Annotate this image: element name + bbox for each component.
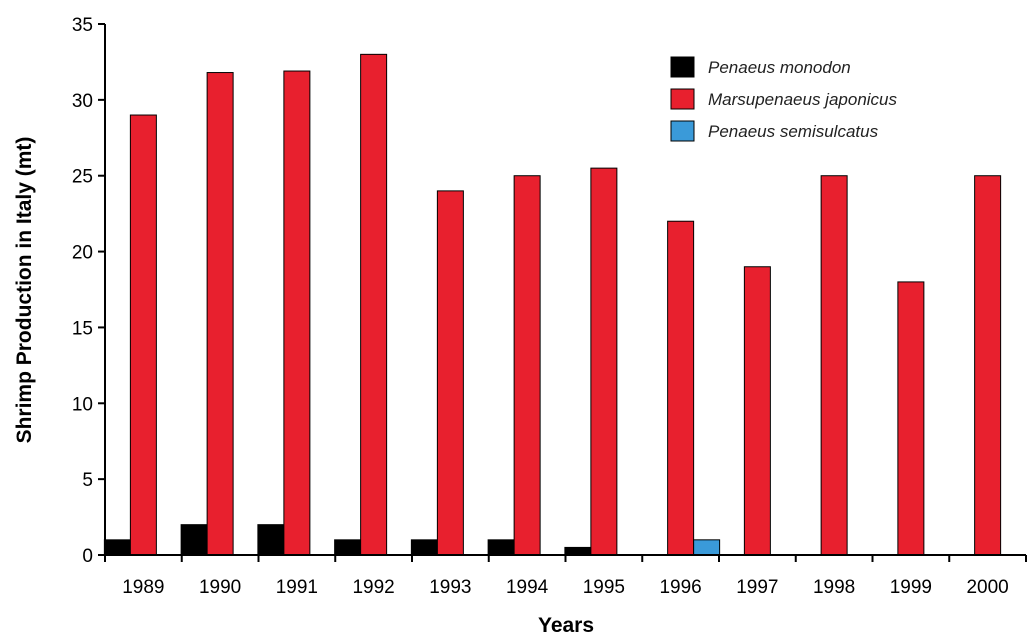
bar-penaeus-monodon-1992: [334, 539, 362, 556]
x-tick-label: 1998: [813, 577, 855, 598]
bar-marsupenaeus-japonicus-1992: [360, 53, 388, 556]
bar-marsupenaeus-japonicus-2000: [974, 175, 1002, 556]
y-ticks-group: 0 5 10 15 20 25 30 35: [72, 15, 105, 567]
x-tick-label: 1996: [659, 577, 701, 598]
x-tick-label: 1992: [352, 577, 394, 598]
y-tick-label: 35: [72, 15, 93, 36]
x-tick-label: 1995: [583, 577, 625, 598]
x-tick-label: 1997: [736, 577, 778, 598]
x-tick-label: 1994: [506, 577, 549, 598]
bars-group: [103, 53, 1002, 556]
y-tick-label: 5: [82, 470, 93, 491]
bar-penaeus-monodon-1993: [410, 539, 438, 556]
bar-marsupenaeus-japonicus-1993: [436, 190, 464, 556]
legend: Penaeus monodon Marsupenaeus japonicus Pen…: [670, 56, 898, 142]
bar-penaeus-monodon-1989: [103, 539, 131, 556]
y-tick-label: 20: [72, 243, 93, 264]
x-ticks-group: 1989 1990 1991 1992 1993 1994 1995 1996 1997 1998…: [104, 555, 1027, 598]
bar-marsupenaeus-japonicus-1990: [206, 72, 234, 556]
bar-marsupenaeus-japonicus-1994: [513, 175, 541, 556]
bar-marsupenaeus-japonicus-1996: [667, 220, 695, 556]
x-tick-label: 1999: [890, 577, 932, 598]
legend-label: Marsupenaeus japonicus: [708, 90, 898, 109]
legend-label: Penaeus semisulcatus: [708, 122, 879, 141]
y-axis-title: Shrimp Production in Italy (mt): [13, 137, 36, 444]
bar-marsupenaeus-japonicus-1998: [820, 175, 848, 556]
y-tick-label: 30: [72, 91, 93, 112]
bar-marsupenaeus-japonicus-1991: [283, 70, 311, 556]
bar-penaeus-semisulcatus-1996: [693, 539, 721, 556]
x-tick-label: 1991: [276, 577, 318, 598]
x-axis-title: Years: [538, 614, 594, 637]
legend-swatch: [670, 56, 695, 78]
x-tick-label: 1993: [429, 577, 471, 598]
bar-marsupenaeus-japonicus-1999: [897, 281, 925, 556]
bar-penaeus-monodon-1990: [180, 524, 208, 556]
bar-penaeus-monodon-1994: [487, 539, 515, 556]
y-tick-label: 15: [72, 318, 93, 339]
y-tick-label: 25: [72, 167, 93, 188]
x-tick-label: 1989: [122, 577, 164, 598]
y-tick-label: 10: [72, 394, 93, 415]
legend-swatch: [670, 88, 695, 110]
bar-penaeus-monodon-1991: [257, 524, 285, 556]
bar-marsupenaeus-japonicus-1995: [590, 167, 618, 556]
legend-label: Penaeus monodon: [708, 58, 851, 77]
bar-marsupenaeus-japonicus-1997: [743, 266, 771, 556]
bar-penaeus-monodon-1995: [564, 546, 592, 556]
y-tick-label: 0: [82, 546, 93, 567]
bar-marsupenaeus-japonicus-1989: [129, 114, 157, 556]
legend-swatch: [670, 120, 695, 142]
x-tick-label: 2000: [966, 577, 1008, 598]
x-tick-label: 1990: [199, 577, 241, 598]
